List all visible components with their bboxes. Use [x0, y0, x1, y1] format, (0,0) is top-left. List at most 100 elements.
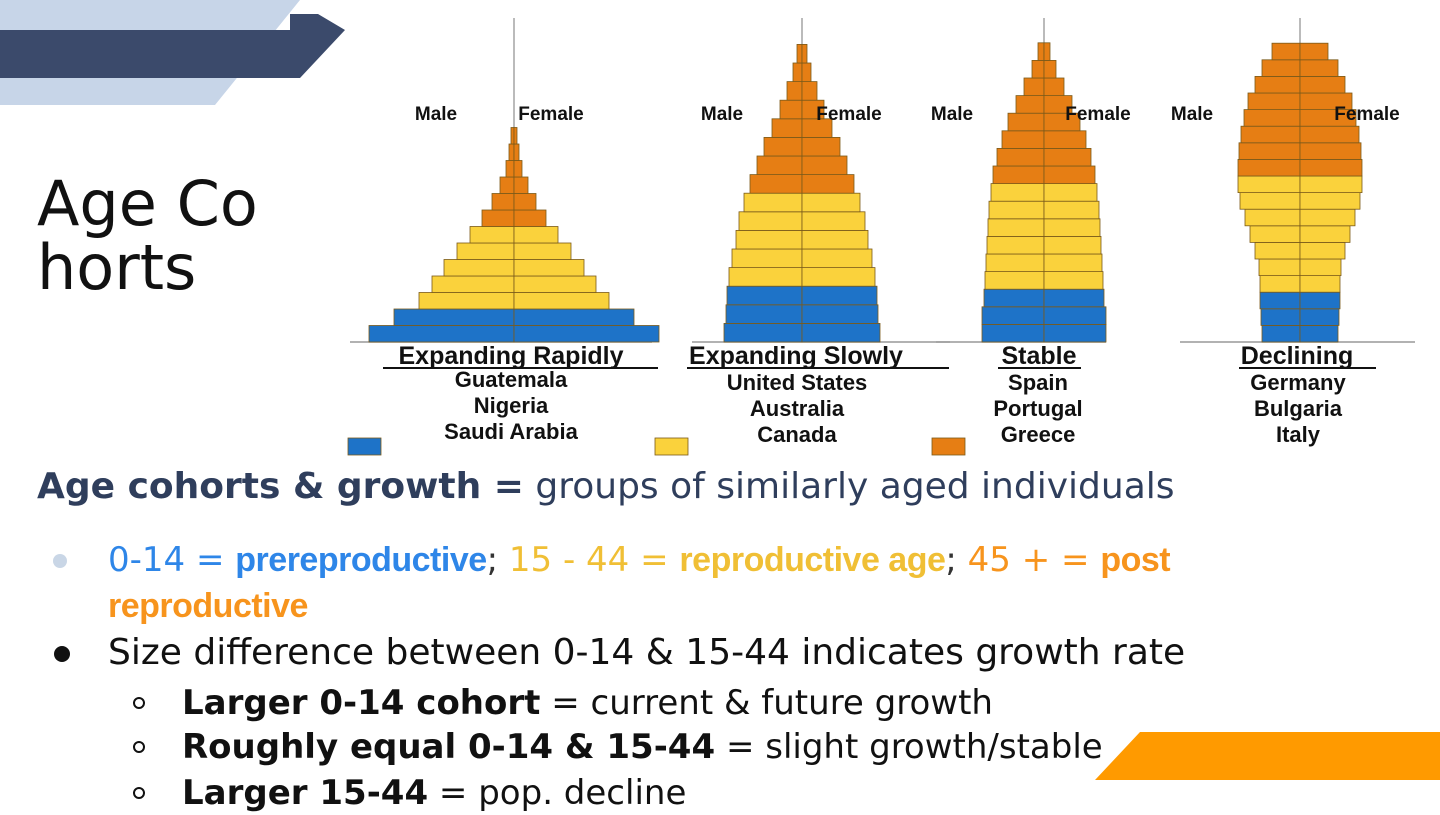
female-cohort-bar: [1043, 42, 1051, 61]
size-difference-text: Size difference between 0-14 & 15-44 ind…: [108, 632, 1186, 673]
definition-text: groups of similarly aged individuals: [523, 466, 1175, 507]
reproductive-label: reproductive age: [679, 541, 946, 579]
country-label: Australia: [750, 396, 845, 421]
country-label: Spain: [1008, 370, 1068, 395]
female-cohort-bar: [801, 322, 881, 343]
male-label: Male: [415, 104, 457, 125]
female-cohort-bar: [513, 176, 529, 194]
male-cohort-bar: [988, 200, 1045, 220]
female-cohort-bar: [801, 192, 861, 213]
male-cohort-bar: [1015, 95, 1045, 114]
male-cohort-bar: [725, 304, 803, 324]
male-cohort-bar: [418, 292, 515, 310]
corner-dark-tip: [290, 14, 345, 30]
male-cohort-bar: [368, 325, 515, 343]
male-cohort-bar: [984, 271, 1045, 290]
female-cohort-bar: [1299, 158, 1363, 177]
male-cohort-bar: [1031, 60, 1045, 79]
bullet-size-difference: Size difference between 0-14 & 15-44 ind…: [54, 630, 1186, 676]
female-cohort-bar: [801, 137, 841, 157]
female-cohort-bar: [1299, 125, 1360, 144]
pyramid-title: Expanding Rapidly: [398, 342, 623, 370]
female-cohort-bar: [801, 285, 878, 306]
pyramid-expanding-rapidly: Male Female Expanding RapidlyGuatemalaNige…: [350, 18, 660, 444]
male-cohort-bar: [726, 285, 803, 306]
male-cohort-bar: [990, 183, 1045, 202]
slide-title: Age Cohorts: [37, 167, 258, 304]
female-cohort-bar: [1043, 130, 1087, 149]
female-cohort-bar: [801, 248, 873, 269]
female-label: Female: [1334, 104, 1399, 125]
male-cohort-bar: [1249, 225, 1301, 243]
male-cohort-bar: [1258, 258, 1301, 277]
male-cohort-bar: [508, 143, 515, 161]
male-cohort-bar: [1260, 308, 1301, 326]
female-label: Female: [1065, 104, 1130, 125]
male-cohort-bar: [981, 323, 1045, 343]
female-cohort-bar: [513, 209, 547, 227]
bullet-dot-icon: [53, 554, 67, 568]
female-cohort-bar: [1043, 218, 1101, 237]
male-cohort-bar: [1237, 158, 1301, 177]
female-cohort-bar: [1299, 275, 1341, 293]
male-cohort-bar: [986, 235, 1045, 255]
country-label: Bulgaria: [1254, 396, 1343, 421]
female-cohort-bar: [1299, 59, 1339, 77]
yellow-swatch-icon: [654, 437, 689, 456]
female-cohort-bar: [513, 193, 537, 211]
female-cohort-bar: [1043, 183, 1098, 202]
female-cohort-bar: [1043, 323, 1107, 343]
male-cohort-bar: [1240, 125, 1301, 144]
separator-2: ;: [945, 540, 968, 580]
female-cohort-bar: [801, 62, 812, 83]
male-label: Male: [1171, 104, 1213, 125]
female-cohort-bar: [1043, 77, 1065, 97]
subbullet-roughly-equal: Roughly equal 0-14 & 15-44 = slight grow…: [133, 725, 1103, 769]
country-label: Canada: [757, 422, 837, 447]
female-cohort-bar: [1043, 200, 1100, 220]
male-cohort-bar: [1261, 324, 1301, 343]
male-cohort-bar: [431, 275, 515, 293]
pyramid-title: Stable: [1001, 342, 1076, 370]
male-cohort-bar: [1001, 130, 1045, 149]
male-cohort-bar: [1239, 192, 1301, 210]
country-label: Germany: [1250, 370, 1346, 395]
male-label: Male: [931, 104, 973, 125]
female-cohort-bar: [1043, 306, 1107, 325]
female-label: Female: [816, 104, 881, 125]
post-reproductive-label: post reproductive: [108, 541, 1171, 625]
female-cohort-bar: [513, 160, 523, 178]
female-cohort-bar: [513, 259, 585, 277]
male-cohort-bar: [981, 306, 1045, 325]
female-cohort-bar: [801, 211, 866, 231]
male-cohort-bar: [983, 288, 1045, 308]
separator-1: ;: [486, 540, 509, 580]
female-cohort-bar: [1299, 42, 1329, 61]
population-pyramids-diagram: Male Female Expanding RapidlyGuatemalaNige…: [347, 18, 1415, 456]
female-cohort-bar: [1043, 60, 1057, 79]
male-cohort-bar: [738, 211, 803, 231]
bullet-dot-icon: [54, 646, 70, 662]
female-cohort-bar: [513, 325, 660, 343]
male-cohort-bar: [393, 308, 515, 326]
female-cohort-bar: [1299, 76, 1346, 94]
female-cohort-bar: [513, 143, 520, 161]
pyramid-title: Expanding Slowly: [689, 342, 903, 370]
sub-bullet-ring-icon: [133, 787, 145, 799]
female-cohort-bar: [513, 127, 518, 145]
male-cohort-bar: [1259, 275, 1301, 293]
corner-decoration: [0, 0, 345, 105]
male-cohort-bar: [985, 253, 1045, 273]
male-cohort-bar: [796, 44, 803, 64]
male-cohort-bar: [1254, 241, 1301, 260]
female-cohort-bar: [1043, 147, 1092, 167]
subbullet-larger-0-14: Larger 0-14 cohort = current & future gr…: [133, 681, 993, 725]
male-cohort-bar: [1244, 208, 1301, 227]
orange-swatch-icon: [931, 437, 966, 456]
female-cohort-bar: [513, 308, 635, 326]
female-cohort-bar: [801, 174, 855, 194]
female-cohort-bar: [1299, 308, 1340, 326]
male-cohort-bar: [481, 209, 515, 227]
